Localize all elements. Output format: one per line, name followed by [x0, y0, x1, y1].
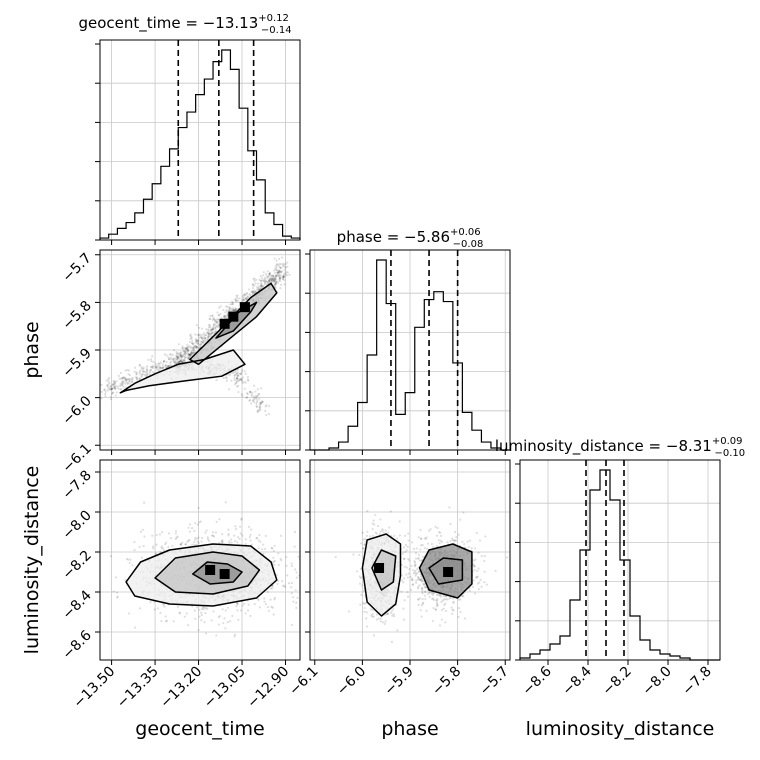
x-axis-label-luminosity-distance: luminosity_distance — [526, 718, 715, 740]
title-prefix-geocent-time: geocent_time = — [78, 14, 202, 33]
y-tick-label-luminosity-distance: −7.8 — [59, 468, 94, 503]
y-tick-label-luminosity-distance: −8.0 — [59, 508, 94, 543]
x-tick-label-phase: −5.8 — [429, 664, 464, 699]
x-tick-label-geocent-time: −13.50 — [70, 664, 118, 712]
hist-panel-geocent-time — [95, 39, 301, 245]
panel-title-geocent-time: geocent_time = −13.13+0.12 −0.14 — [78, 13, 291, 36]
x-tick-label-phase: −5.7 — [477, 664, 512, 699]
histogram-phase — [310, 259, 510, 451]
histogram-luminosity-distance — [519, 469, 720, 661]
contour-3 — [428, 557, 464, 585]
title-minus-geocent-time: −0.14 — [261, 25, 292, 36]
panel-title-phase: phase = −5.86+0.06 −0.08 — [337, 227, 484, 250]
x-tick-label-phase: −6.0 — [334, 664, 369, 699]
contour-2 — [418, 543, 473, 599]
x-tick-label-geocent-time: −13.35 — [114, 664, 162, 712]
contour-2 — [192, 561, 243, 585]
y-axis-label-luminosity-distance: luminosity_distance — [21, 466, 43, 655]
y-tick-label-luminosity-distance: −8.4 — [59, 587, 94, 622]
density-peak — [239, 302, 250, 313]
density-peak — [205, 565, 216, 575]
hist-panel-luminosity-distance: −8.6 −8.4 −8.2 −8.0 −7.8 — [515, 459, 721, 699]
x-tick-label-geocent-time: −13.20 — [157, 664, 205, 712]
x-tick-label-luminosity-distance: −8.0 — [639, 664, 674, 699]
x-tick-label-phase: −5.9 — [381, 664, 416, 699]
contour-0 — [119, 349, 246, 394]
contour-0 — [361, 533, 402, 617]
contour-1 — [371, 549, 397, 591]
y-tick-label-luminosity-distance: −8.2 — [59, 548, 94, 583]
title-plus-phase: +0.06 — [450, 227, 481, 238]
y-tick-label-phase: −6.1 — [59, 441, 94, 476]
sample-points — [334, 506, 509, 644]
title-median-phase: −5.86 — [404, 228, 450, 246]
title-minus-phase: −0.08 — [453, 239, 484, 250]
title-minus-luminosity-distance: −0.10 — [715, 448, 746, 459]
title-plus-luminosity-distance: +0.09 — [712, 436, 743, 447]
contour-1 — [154, 551, 261, 595]
x-tick-label-luminosity-distance: −8.4 — [559, 663, 594, 698]
title-median-geocent-time: −13.13 — [203, 14, 259, 32]
y-axis-label-phase: phase — [21, 321, 43, 378]
histogram-geocent-time — [99, 49, 301, 240]
y-tick-label-luminosity-distance: −8.6 — [59, 627, 94, 662]
title-median-luminosity-distance: −8.31 — [666, 437, 712, 455]
x-tick-label-luminosity-distance: −8.6 — [519, 663, 554, 698]
title-prefix-luminosity-distance: luminosity_distance = — [495, 437, 666, 456]
x-tick-label-geocent-time: −13.05 — [201, 664, 249, 712]
x-tick-label-luminosity-distance: −8.2 — [599, 664, 634, 699]
density-panel-luminosity-distance-vs-phase: −6.1 −6.0 −5.9 −5.8 −5.7 — [286, 459, 512, 699]
hist-panel-phase — [305, 249, 511, 455]
title-prefix-phase: phase = — [337, 228, 404, 246]
sample-points — [109, 501, 300, 638]
density-peak — [219, 318, 230, 329]
sample-points — [100, 256, 291, 416]
x-axis-label-geocent-time: geocent_time — [135, 718, 264, 740]
density-peak — [228, 311, 239, 322]
y-tick-label-phase: −5.9 — [59, 346, 94, 381]
density-panel-phase-vs-geocent-time: −6.1 −6.0 −5.9 −5.8 −5.7 — [59, 249, 301, 476]
density-peak — [374, 563, 385, 573]
x-axis-label-phase: phase — [381, 718, 438, 740]
title-plus-geocent-time: +0.12 — [258, 13, 289, 24]
density-peak — [443, 567, 454, 577]
y-tick-label-phase: −5.8 — [59, 298, 94, 333]
y-tick-label-phase: −6.0 — [59, 393, 94, 428]
panel-title-luminosity-distance: luminosity_distance = −8.31+0.09 −0.10 — [495, 436, 745, 459]
x-tick-label-luminosity-distance: −7.8 — [679, 664, 714, 699]
x-tick-label-phase: −6.1 — [286, 664, 321, 699]
y-tick-label-phase: −5.7 — [59, 250, 94, 285]
contour-0 — [125, 543, 278, 607]
density-peak — [219, 569, 230, 579]
